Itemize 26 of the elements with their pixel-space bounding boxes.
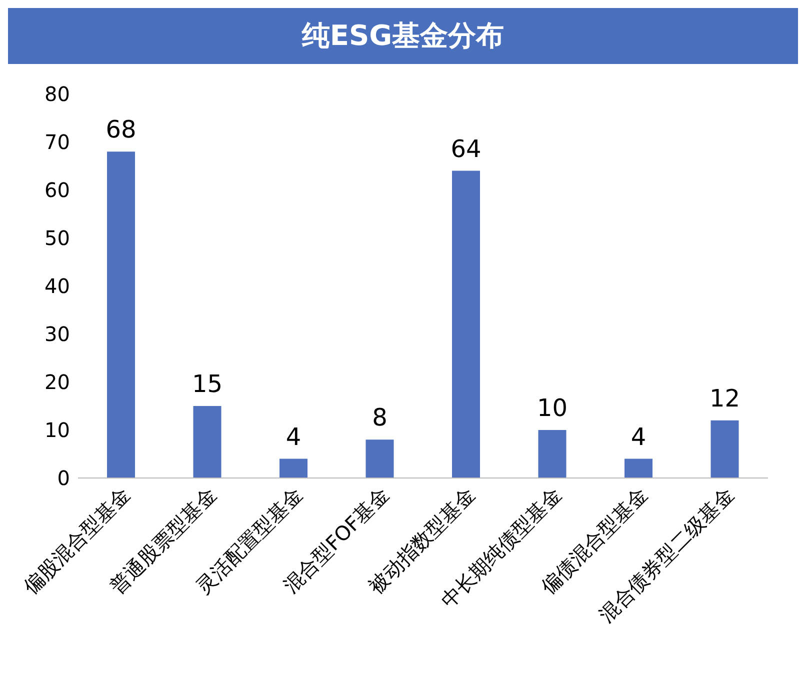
y-tick-label: 80 <box>44 82 70 106</box>
chart-title: 纯ESG基金分布 <box>8 8 798 64</box>
y-tick-label: 0 <box>57 466 70 490</box>
data-label: 10 <box>536 394 568 422</box>
data-label: 68 <box>106 116 136 144</box>
y-tick-label: 60 <box>44 178 70 202</box>
y-tick-label: 50 <box>44 226 70 250</box>
data-label: 8 <box>372 404 388 432</box>
data-label: 64 <box>450 134 482 163</box>
data-label: 4 <box>286 422 302 451</box>
data-label: 15 <box>192 370 223 398</box>
y-tick-label: 20 <box>44 370 70 394</box>
bar <box>193 406 222 478</box>
y-tick-label: 40 <box>44 274 70 298</box>
y-tick-label: 30 <box>44 322 70 346</box>
bar <box>538 430 566 478</box>
data-label: 4 <box>630 422 646 451</box>
bar <box>107 152 135 478</box>
data-label: 12 <box>709 384 740 412</box>
bar <box>280 458 308 478</box>
y-tick-label: 70 <box>44 130 70 154</box>
bar <box>624 458 652 478</box>
bar <box>366 440 394 478</box>
bar <box>452 170 480 478</box>
y-tick-label: 10 <box>44 418 70 442</box>
bar <box>710 420 739 478</box>
